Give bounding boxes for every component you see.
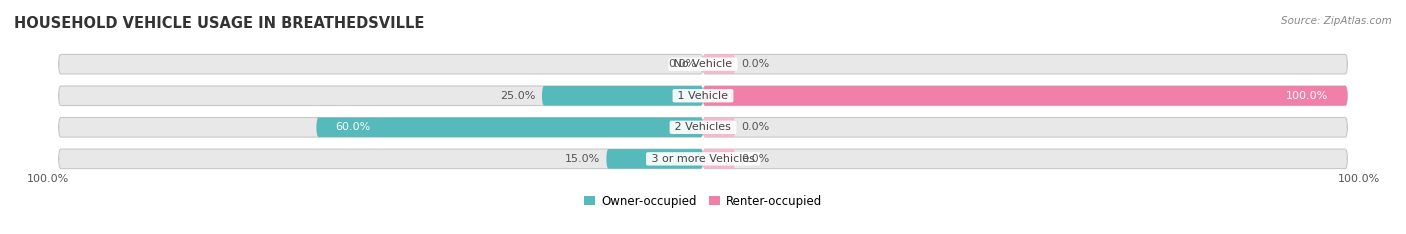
Text: 1 Vehicle: 1 Vehicle [675,91,731,101]
Text: 100.0%: 100.0% [1337,174,1379,184]
FancyBboxPatch shape [606,149,703,169]
Text: HOUSEHOLD VEHICLE USAGE IN BREATHEDSVILLE: HOUSEHOLD VEHICLE USAGE IN BREATHEDSVILL… [14,16,425,31]
FancyBboxPatch shape [703,86,1347,106]
Text: 25.0%: 25.0% [501,91,536,101]
Text: 0.0%: 0.0% [742,122,770,132]
FancyBboxPatch shape [541,86,703,106]
FancyBboxPatch shape [703,86,1347,106]
FancyBboxPatch shape [703,55,735,74]
FancyBboxPatch shape [703,117,735,137]
Text: 0.0%: 0.0% [742,59,770,69]
FancyBboxPatch shape [59,55,703,74]
Text: 100.0%: 100.0% [27,174,69,184]
Text: 15.0%: 15.0% [565,154,600,164]
Text: 0.0%: 0.0% [668,59,696,69]
Legend: Owner-occupied, Renter-occupied: Owner-occupied, Renter-occupied [583,194,823,208]
FancyBboxPatch shape [316,117,703,137]
FancyBboxPatch shape [703,117,1347,137]
Text: 2 Vehicles: 2 Vehicles [671,122,735,132]
FancyBboxPatch shape [703,55,1347,74]
Text: 0.0%: 0.0% [742,154,770,164]
Text: 60.0%: 60.0% [336,122,371,132]
Text: 100.0%: 100.0% [1286,91,1329,101]
FancyBboxPatch shape [59,117,703,137]
FancyBboxPatch shape [703,86,1347,106]
Text: 3 or more Vehicles: 3 or more Vehicles [648,154,758,164]
FancyBboxPatch shape [59,86,703,106]
FancyBboxPatch shape [703,149,735,169]
Text: Source: ZipAtlas.com: Source: ZipAtlas.com [1281,16,1392,26]
FancyBboxPatch shape [59,149,703,169]
Text: No Vehicle: No Vehicle [671,59,735,69]
FancyBboxPatch shape [703,149,1347,169]
